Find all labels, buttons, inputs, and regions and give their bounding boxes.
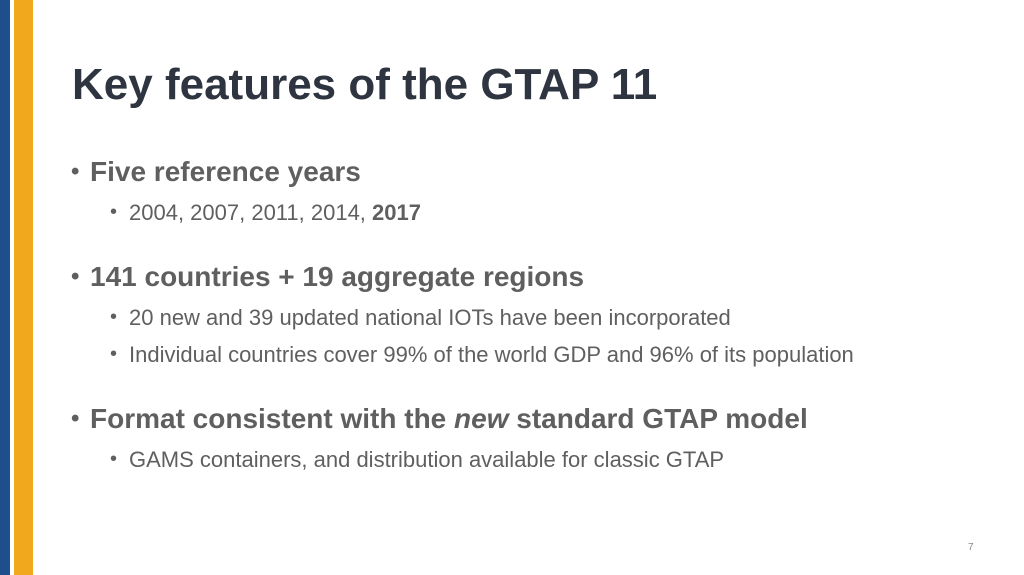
text-run: Individual countries cover 99% of the wo… [129,342,854,367]
text-run: 141 countries + 19 aggregate regions [90,261,585,292]
page-number: 7 [968,542,974,553]
text-run: Format consistent with the [90,403,455,434]
text-run: 20 new and 39 updated national IOTs have… [129,305,731,330]
text-run: new [454,403,509,434]
bullet-item: 141 countries + 19 aggregate regions [71,261,585,293]
text-run: standard GTAP model [508,403,808,434]
bullet-item: Five reference years [71,156,361,188]
accent-bar [14,0,33,575]
sub-bullet-item: GAMS containers, and distribution availa… [110,447,725,473]
text-run: GAMS containers, and distribution availa… [129,447,725,472]
slide-title: Key features of the GTAP 11 [72,60,658,109]
text-run: Five reference years [90,156,361,187]
sub-bullet-item: 2004, 2007, 2011, 2014, 2017 [110,200,421,226]
sub-bullet-item: 20 new and 39 updated national IOTs have… [110,305,731,331]
text-run: 2017 [372,200,421,225]
sub-bullet-item: Individual countries cover 99% of the wo… [110,342,854,368]
text-run: 2004, 2007, 2011, 2014, [129,200,373,225]
accent-bar [0,0,10,575]
bullet-item: Format consistent with the new standard … [71,403,808,435]
